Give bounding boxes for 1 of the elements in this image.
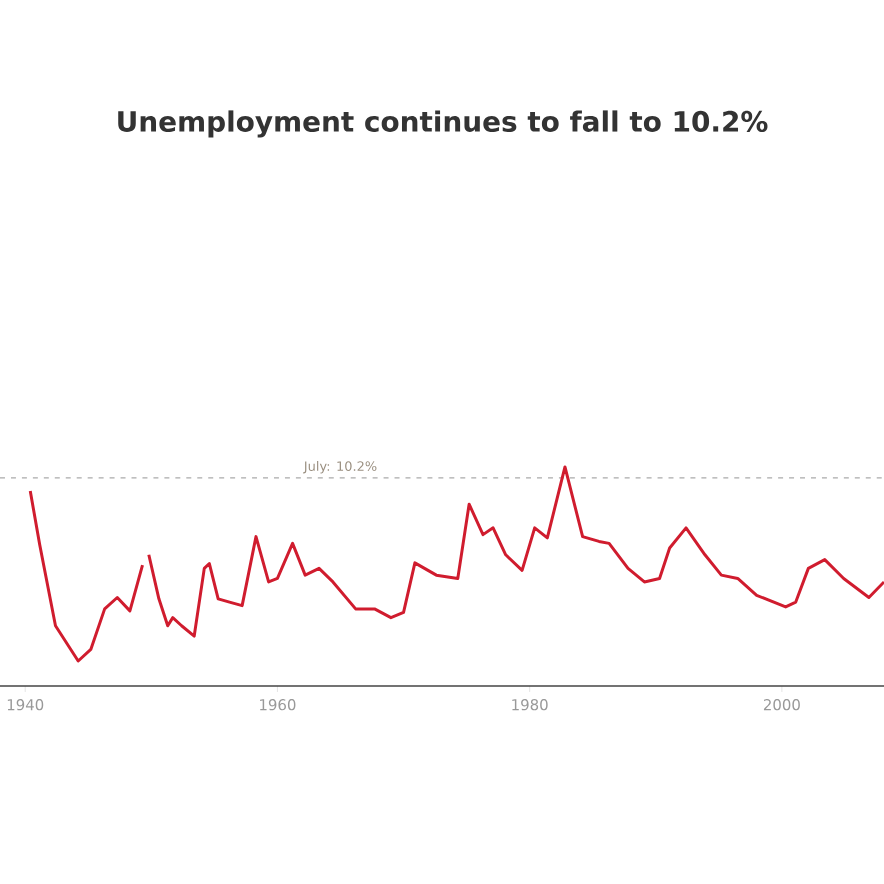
chart-title: Unemployment continues to fall to 10.2% xyxy=(118,110,768,138)
